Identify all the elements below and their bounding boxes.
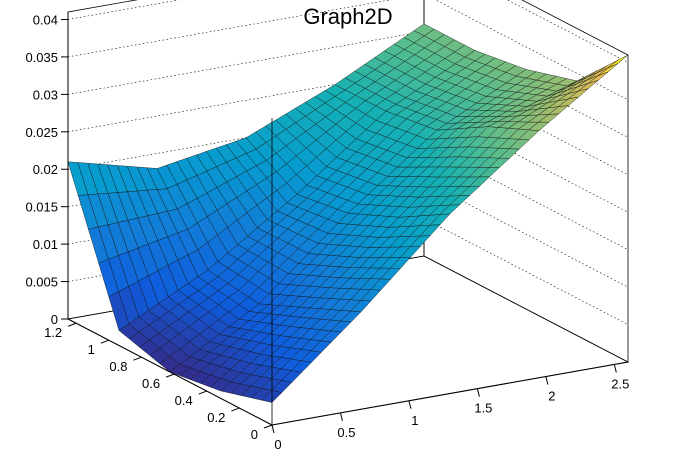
surface (67, 23, 629, 403)
y-axis-line (67, 318, 273, 426)
y-tick-label: 1.2 (44, 325, 62, 340)
x-tick-mark (339, 412, 343, 422)
x-tick-label: 2 (548, 389, 555, 404)
x-tick-mark (271, 424, 275, 434)
x-tick-label: 1 (411, 413, 418, 428)
z-tick-label: 0.01 (33, 237, 58, 252)
y-tick-label: 0.2 (207, 410, 225, 425)
z-gridline (67, 68, 629, 176)
y-tick-mark (198, 390, 207, 395)
z-tick-label: 0 (51, 312, 58, 327)
z-tick-label: 0.015 (25, 200, 58, 215)
y-tick-mark (133, 356, 142, 361)
z-tick-label: 0.02 (33, 162, 58, 177)
x-tick-label: 0.5 (337, 425, 355, 440)
z-tick-label: 0.005 (25, 275, 58, 290)
x-tick-label: 2.5 (611, 376, 629, 391)
x-axis-line (271, 361, 629, 426)
chart-title: Graph2D (303, 4, 393, 29)
side-wall-pane (423, 0, 629, 363)
x-tick-mark (545, 376, 549, 385)
z-tick-label: 0.03 (33, 87, 58, 102)
x-tick-mark (408, 400, 412, 409)
surface-cell (607, 54, 629, 69)
y-tick-label: 0.8 (109, 359, 127, 374)
z-tick-label: 0.025 (25, 125, 58, 140)
z-tick-label: 0.035 (25, 50, 58, 65)
y-tick-label: 0.6 (142, 376, 160, 391)
z-gridline (67, 105, 629, 213)
y-tick-mark (165, 373, 175, 378)
axes: 00.511.522.500.20.40.60.811.200.0050.010… (25, 12, 629, 452)
x-tick-label: 0 (274, 437, 281, 452)
y-tick-mark (231, 407, 240, 412)
x-tick-mark (476, 388, 480, 397)
y-tick-mark (100, 339, 109, 344)
y-tick-label: 0 (251, 427, 258, 442)
y-tick-label: 0.4 (175, 393, 193, 408)
z-gridline (67, 31, 629, 138)
y-tick-mark (263, 424, 273, 429)
x-tick-label: 1.5 (474, 401, 492, 416)
x-tick-mark (613, 364, 617, 373)
y-tick-mark (67, 322, 77, 327)
z-tick-label: 0.04 (33, 12, 58, 27)
y-tick-label: 1 (88, 342, 95, 357)
z-gridline (67, 0, 629, 101)
z-gridline (67, 0, 629, 63)
